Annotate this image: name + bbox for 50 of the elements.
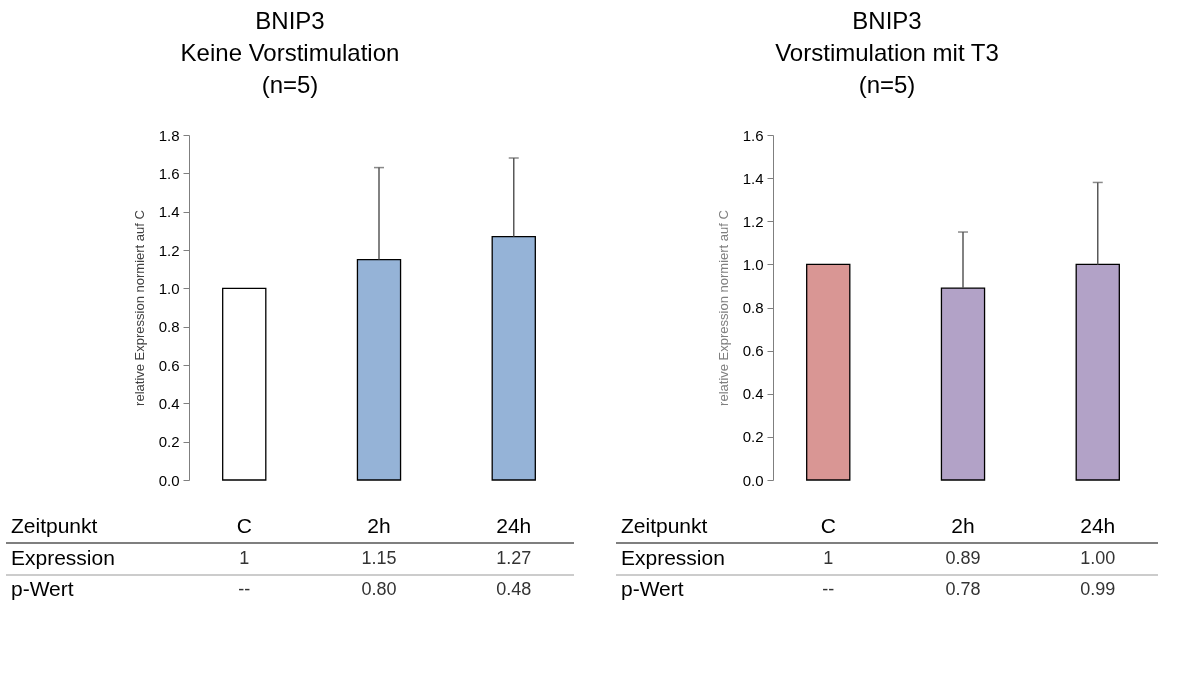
- y-tick-label: 1.2: [742, 212, 764, 230]
- y-tick-label: 0.8: [742, 299, 764, 316]
- chart-title: BNIP3 Keine Vorstimulation (n=5): [180, 7, 400, 98]
- y-tick-label: 1.8: [158, 126, 180, 144]
- text: --: [822, 579, 835, 599]
- bar: [222, 287, 267, 481]
- text: --: [238, 579, 251, 599]
- y-tick-label: 0.4: [158, 394, 180, 412]
- text: Expression: [11, 546, 115, 569]
- x-tick-label: 2h: [367, 514, 391, 537]
- data-label: 1.00: [1080, 548, 1116, 568]
- y-tick-label: 0.2: [158, 433, 180, 451]
- y-tick-label: 1.0: [158, 279, 180, 297]
- y-tick-label: 1.6: [158, 164, 180, 182]
- y-tick-label: 0.6: [742, 342, 764, 360]
- y-tick-label: 1.4: [158, 203, 180, 221]
- y-tick-label: 0.8: [158, 318, 180, 336]
- text: 0.80: [361, 579, 397, 599]
- x-tick-label: C: [820, 514, 836, 537]
- x-axis-title: Zeitpunkt: [11, 514, 98, 537]
- y-tick-label: 1.4: [742, 169, 764, 187]
- text: Expression: [621, 546, 725, 569]
- text: p-Wert: [621, 577, 684, 600]
- text: 0.78: [945, 579, 981, 599]
- bar: [491, 235, 536, 481]
- x-tick-label: 2h: [951, 514, 975, 537]
- text: 0.99: [1080, 579, 1116, 599]
- bar: [356, 258, 402, 481]
- y-tick-label: 0.0: [742, 471, 764, 489]
- x-tick-label: C: [236, 514, 252, 537]
- data-label: 1.15: [361, 548, 397, 568]
- data-label: 1.27: [496, 548, 532, 568]
- x-tick-label: 24h: [496, 514, 532, 537]
- y-tick-label: 1.6: [742, 126, 764, 144]
- y-axis-title: relative Expression normiert auf C: [715, 210, 731, 406]
- text: 0.48: [496, 579, 532, 599]
- chart-title: BNIP3 Vorstimulation mit T3 (n=5): [775, 7, 999, 98]
- data-label: 0.89: [945, 548, 981, 568]
- y-axis-title: relative Expression normiert auf C: [131, 210, 147, 406]
- x-tick-label: 24h: [1080, 514, 1116, 537]
- y-tick-label: 0.6: [158, 356, 180, 374]
- y-tick-label: 1.0: [742, 255, 764, 273]
- x-axis-title: Zeitpunkt: [621, 514, 708, 537]
- data-label: 1: [823, 548, 834, 568]
- y-tick-label: 0.2: [742, 428, 764, 446]
- data-label: 1: [239, 548, 250, 568]
- text: p-Wert: [11, 577, 74, 600]
- y-tick-label: 0.4: [742, 385, 764, 403]
- y-tick-label: 1.2: [158, 241, 180, 259]
- y-tick-label: 0.0: [158, 471, 180, 489]
